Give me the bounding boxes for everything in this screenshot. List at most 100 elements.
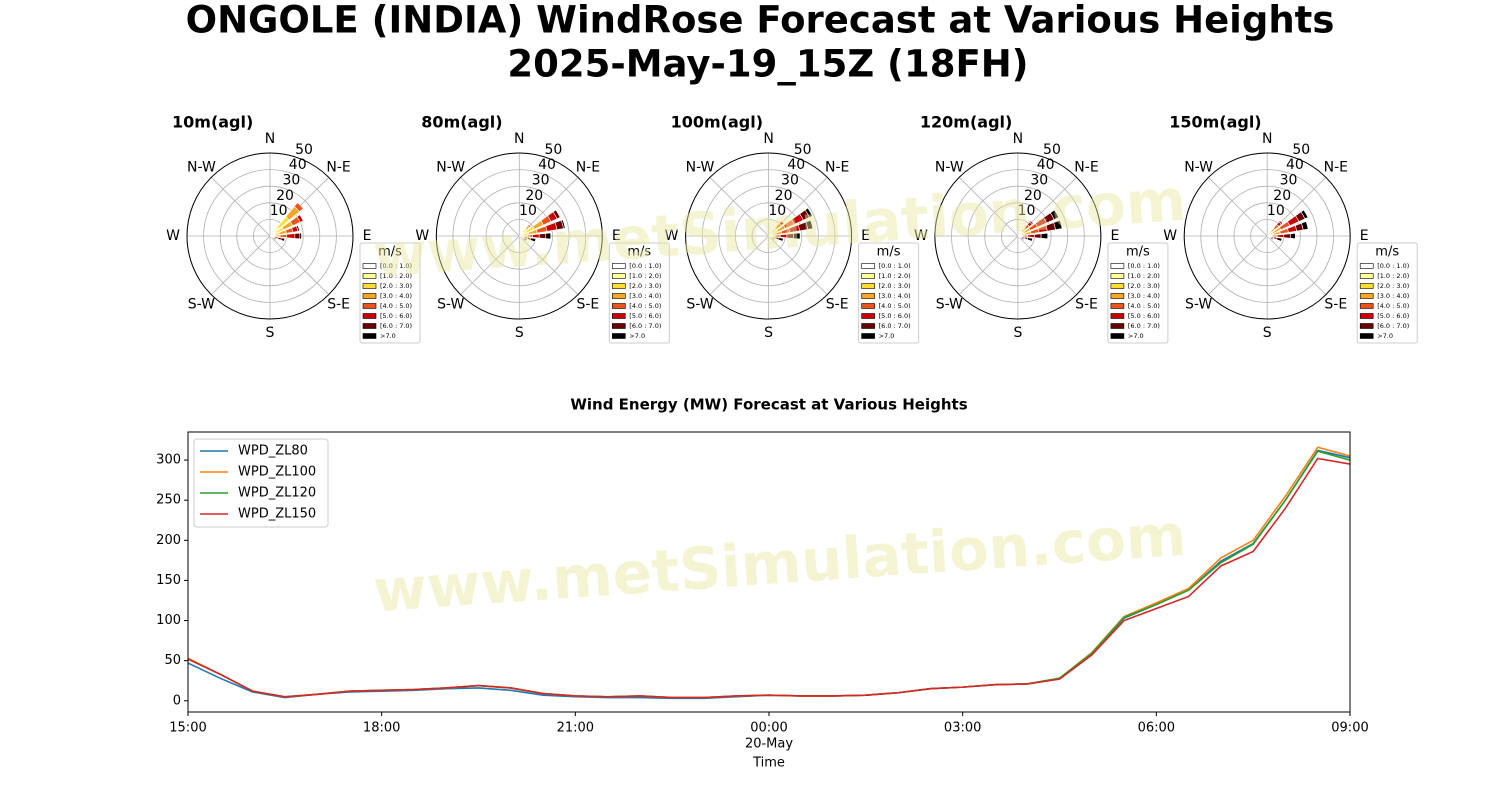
legend-label: [3.0 : 4.0) [1128,292,1160,300]
r-tick-label: 30 [1280,172,1298,188]
direction-label: W [166,228,180,244]
r-tick-label: 10 [1267,203,1285,219]
direction-label: N [265,131,275,147]
legend-swatch [1360,314,1373,319]
legend-swatch [1360,274,1373,279]
x-tick-label: 18:00 [363,721,400,736]
legend-swatch [1111,314,1124,319]
x-tick-label: 09:00 [1331,721,1368,736]
legend-label: WPD_ZL100 [238,465,316,480]
grid-spoke [270,236,329,295]
x-date-label: 20-May [745,737,793,752]
y-tick-label: 50 [164,653,181,668]
wedge-segment [1277,234,1284,237]
legend-swatch [363,294,376,299]
legend-label: [0.0 : 1.0) [1377,262,1409,270]
r-tick-label: 40 [1037,157,1055,173]
legend-label: >7.0 [1128,332,1144,340]
x-tick-label: 06:00 [1138,721,1175,736]
legend-label: [2.0 : 3.0) [629,282,661,290]
legend-swatch [612,304,625,309]
direction-label: N-W [436,159,465,175]
legend-label: [4.0 : 5.0) [1128,302,1160,310]
legend-swatch [612,334,625,339]
y-tick-label: 100 [156,613,181,628]
legend-label: [6.0 : 7.0) [879,322,911,330]
legend-swatch [1360,334,1373,339]
subplot-title: 10m(agl) [172,113,253,132]
legend-swatch [1111,304,1124,309]
legend-label: [6.0 : 7.0) [629,322,661,330]
legend-swatch [862,324,875,329]
direction-label: N [514,131,524,147]
y-tick-label: 250 [156,493,181,508]
legend-swatch [363,314,376,319]
subplot-title: 150m(agl) [1169,113,1261,132]
direction-label: N-E [576,159,600,175]
x-tick-label: 00:00 [750,721,787,736]
direction-label: N [763,131,773,147]
legend-swatch [862,264,875,269]
legend-swatch [612,274,625,279]
legend-swatch [363,334,376,339]
legend-label: [2.0 : 3.0) [879,282,911,290]
r-tick-label: 30 [781,172,799,188]
legend-label: [6.0 : 7.0) [380,322,412,330]
figure-subtitle: 2025-May-19_15Z (18FH) [507,43,1028,86]
wedge-segment [280,234,287,237]
direction-label: N-W [935,159,964,175]
r-tick-label: 10 [270,203,288,219]
wedge-segment [281,238,285,241]
wedge-segment [295,233,300,239]
legend-swatch [1111,264,1124,269]
direction-label: S-E [1075,297,1098,313]
legend-swatch [1360,284,1373,289]
legend-swatch [1111,334,1124,339]
direction-label: N-W [1184,159,1213,175]
wedge-segment [1284,234,1291,238]
legend-swatch [1360,294,1373,299]
legend-label: [6.0 : 7.0) [1377,322,1409,330]
legend-swatch [862,314,875,319]
legend-swatch [612,284,625,289]
legend-swatch [1111,274,1124,279]
legend-label: [0.0 : 1.0) [879,262,911,270]
legend-label: [4.0 : 5.0) [629,302,661,310]
direction-label: S-W [936,297,963,313]
legend-label: [2.0 : 3.0) [1128,282,1160,290]
legend-swatch [862,334,875,339]
legend-swatch [612,314,625,319]
r-tick-label: 40 [787,157,805,173]
legend-label: [6.0 : 7.0) [1128,322,1160,330]
legend-swatch [862,294,875,299]
legend-swatch [612,324,625,329]
r-tick-label: 20 [525,188,543,204]
direction-label: S [764,325,773,341]
legend-label: [5.0 : 6.0) [879,312,911,320]
r-tick-label: 40 [289,157,307,173]
wedge-segment [1290,233,1295,238]
r-tick-label: 50 [544,142,562,158]
legend-swatch [862,274,875,279]
legend-label: WPD_ZL150 [238,507,316,522]
r-tick-label: 50 [1292,142,1310,158]
y-tick-label: 150 [156,573,181,588]
legend-label: [0.0 : 1.0) [1128,262,1160,270]
direction-label: S-W [188,297,215,313]
direction-label: N-W [686,159,715,175]
legend-swatch [862,284,875,289]
r-tick-label: 40 [1286,157,1304,173]
y-tick-label: 300 [156,453,181,468]
wedge-segment [287,234,295,239]
legend-label: [3.0 : 4.0) [380,292,412,300]
legend-label: [3.0 : 4.0) [879,292,911,300]
legend-label: [5.0 : 6.0) [1377,312,1409,320]
r-tick-label: 20 [276,188,294,204]
legend-label: [1.0 : 2.0) [1128,272,1160,280]
x-tick-label: 21:00 [557,721,594,736]
legend-swatch [1111,324,1124,329]
r-tick-label: 40 [538,157,556,173]
legend-swatch [1360,264,1373,269]
legend-label: [3.0 : 4.0) [1377,292,1409,300]
